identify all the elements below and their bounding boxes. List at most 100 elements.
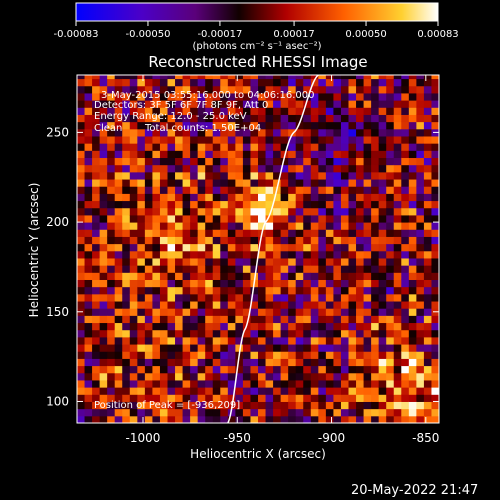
heatmap-cell xyxy=(288,171,297,180)
heatmap-cell xyxy=(378,78,387,87)
heatmap-cell xyxy=(310,222,319,230)
heatmap-cell xyxy=(175,107,184,115)
heatmap-cell xyxy=(242,222,251,230)
heatmap-cell xyxy=(416,193,425,202)
heatmap-cell xyxy=(386,214,395,223)
heatmap-cell xyxy=(310,236,319,245)
heatmap-cell xyxy=(303,114,312,123)
heatmap-cell xyxy=(235,408,244,417)
heatmap-cell xyxy=(84,100,93,108)
heatmap-cell xyxy=(99,344,108,352)
heatmap-cell xyxy=(423,250,432,259)
heatmap-cell xyxy=(190,279,199,288)
heatmap-cell xyxy=(144,121,153,130)
heatmap-cell xyxy=(114,193,123,202)
heatmap-cell xyxy=(205,279,214,288)
heatmap-cell xyxy=(408,372,417,381)
heatmap-cell xyxy=(159,365,168,374)
heatmap-cell xyxy=(325,336,334,345)
heatmap-cell xyxy=(310,415,319,423)
heatmap-cell xyxy=(280,265,289,273)
heatmap-cell xyxy=(378,229,387,237)
heatmap-cell xyxy=(280,143,289,151)
heatmap-cell xyxy=(258,265,267,273)
heatmap-cell xyxy=(318,186,327,194)
heatmap-cell xyxy=(325,415,334,423)
heatmap-cell xyxy=(416,279,425,288)
heatmap-cell xyxy=(137,236,146,245)
heatmap-cell xyxy=(167,293,176,302)
heatmap-cell xyxy=(212,372,221,381)
heatmap-cell xyxy=(227,315,236,324)
heatmap-cell xyxy=(99,193,108,202)
heatmap-cell xyxy=(197,344,206,352)
heatmap-cell xyxy=(393,157,402,166)
heatmap-cell xyxy=(129,322,138,331)
heatmap-cell xyxy=(129,365,138,374)
heatmap-cell xyxy=(265,257,274,266)
heatmap-cell xyxy=(235,150,244,159)
heatmap-cell xyxy=(333,336,342,345)
heatmap-cell xyxy=(393,229,402,237)
heatmap-cell xyxy=(333,351,342,359)
heatmap-cell xyxy=(212,229,221,237)
heatmap-cell xyxy=(122,394,131,402)
heatmap-cell xyxy=(310,229,319,237)
heatmap-cell xyxy=(129,222,138,230)
heatmap-cell xyxy=(265,236,274,245)
heatmap-cell xyxy=(340,394,349,402)
heatmap-cell xyxy=(333,308,342,316)
heatmap-cell xyxy=(371,200,380,209)
heatmap-cell xyxy=(288,179,297,187)
heatmap-cell xyxy=(220,344,229,352)
heatmap-cell xyxy=(99,157,108,166)
heatmap-cell xyxy=(99,365,108,374)
heatmap-cell xyxy=(258,315,267,324)
heatmap-cell xyxy=(114,265,123,273)
heatmap-cell xyxy=(137,387,146,395)
heatmap-cell xyxy=(386,336,395,345)
heatmap-cell xyxy=(333,408,342,417)
heatmap-cell xyxy=(167,408,176,417)
heatmap-cell xyxy=(159,293,168,302)
heatmap-cell xyxy=(227,365,236,374)
heatmap-cell xyxy=(190,222,199,230)
heatmap-cell xyxy=(92,387,101,395)
heatmap-cell xyxy=(227,322,236,331)
heatmap-cell xyxy=(288,207,297,216)
heatmap-cell xyxy=(318,114,327,123)
heatmap-cell xyxy=(152,408,161,417)
heatmap-cell xyxy=(340,207,349,216)
heatmap-cell xyxy=(152,143,161,151)
heatmap-cell xyxy=(416,179,425,187)
heatmap-cell xyxy=(371,387,380,395)
heatmap-cell xyxy=(129,286,138,295)
heatmap-cell xyxy=(288,293,297,302)
heatmap-cell xyxy=(235,114,244,123)
heatmap-cell xyxy=(423,222,432,230)
heatmap-cell xyxy=(408,164,417,173)
heatmap-cell xyxy=(250,200,259,209)
heatmap-cell xyxy=(167,236,176,245)
heatmap-cell xyxy=(280,301,289,309)
heatmap-cell xyxy=(212,78,221,87)
heatmap-cell xyxy=(363,128,372,137)
heatmap-cell xyxy=(348,75,357,80)
heatmap-cell xyxy=(182,351,191,359)
heatmap-cell xyxy=(348,279,357,288)
heatmap-cell xyxy=(122,78,131,87)
y-tick-label: 200 xyxy=(46,215,69,229)
heatmap-cell xyxy=(401,293,410,302)
heatmap-cell xyxy=(235,379,244,388)
heatmap-cell xyxy=(280,293,289,302)
heatmap-cell xyxy=(363,315,372,324)
heatmap-cell xyxy=(280,186,289,194)
heatmap-cell xyxy=(122,379,131,388)
heatmap-cell xyxy=(348,92,357,101)
heatmap-cell xyxy=(363,157,372,166)
heatmap-cell xyxy=(333,207,342,216)
heatmap-cell xyxy=(378,265,387,273)
heatmap-cell xyxy=(416,293,425,302)
heatmap-cell xyxy=(333,372,342,381)
heatmap-cell xyxy=(114,301,123,309)
